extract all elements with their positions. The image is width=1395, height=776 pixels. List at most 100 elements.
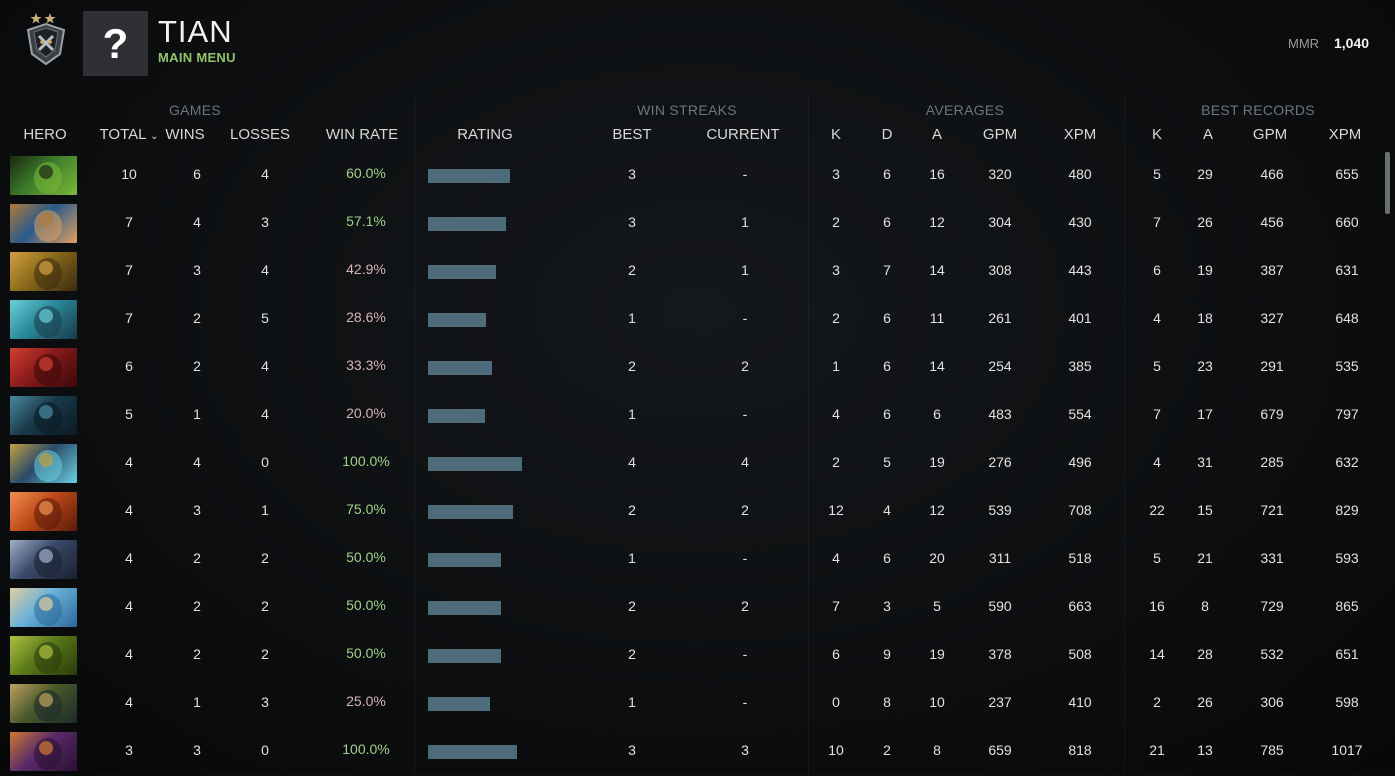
row-wins: 2 — [193, 550, 201, 566]
row-best-k: 5 — [1153, 358, 1161, 374]
row-avg-k: 6 — [832, 646, 840, 662]
row-best-streak: 2 — [628, 502, 636, 518]
rating-bar — [428, 457, 522, 471]
rank-medal-icon — [22, 10, 70, 66]
table-row[interactable]: 4 3 1 2 2 12 4 12 539 708 22 15 721 829 75.0% — [0, 488, 1380, 536]
row-win-rate: 25.0% — [346, 693, 386, 709]
row-avg-k: 3 — [832, 262, 840, 278]
row-avg-xpm: 480 — [1068, 166, 1092, 182]
row-best-streak: 2 — [628, 358, 636, 374]
row-win-rate: 42.9% — [346, 261, 386, 277]
col-wins[interactable]: WINS — [165, 126, 205, 143]
scrollbar-thumb[interactable] — [1385, 152, 1390, 214]
row-avg-d: 6 — [883, 214, 891, 230]
row-wins: 1 — [193, 694, 201, 710]
hero-portrait-icon[interactable] — [10, 204, 77, 243]
row-avg-a: 20 — [929, 550, 945, 566]
hero-portrait-icon[interactable] — [10, 252, 77, 291]
col-avg-gpm[interactable]: GPM — [982, 126, 1018, 143]
row-best-streak: 1 — [628, 406, 636, 422]
row-avg-gpm: 276 — [988, 454, 1012, 470]
row-losses: 4 — [261, 358, 269, 374]
row-win-rate: 57.1% — [346, 213, 386, 229]
col-best-xpm[interactable]: XPM — [1328, 126, 1362, 143]
rating-bar — [428, 265, 496, 279]
row-avg-gpm: 539 — [988, 502, 1012, 518]
col-avg-xpm[interactable]: XPM — [1063, 126, 1097, 143]
col-best-gpm[interactable]: GPM — [1252, 126, 1288, 143]
row-best-streak: 3 — [628, 214, 636, 230]
row-avg-k: 12 — [828, 502, 844, 518]
row-avg-gpm: 261 — [988, 310, 1012, 326]
hero-portrait-icon[interactable] — [10, 540, 77, 579]
col-hero[interactable]: HERO — [23, 126, 67, 143]
col-win-rate[interactable]: WIN RATE — [325, 126, 399, 143]
row-best-xpm: 660 — [1335, 214, 1359, 230]
rating-bar — [428, 601, 501, 615]
hero-portrait-icon[interactable] — [10, 684, 77, 723]
col-best-k[interactable]: K — [1151, 126, 1162, 143]
row-avg-xpm: 385 — [1068, 358, 1092, 374]
hero-portrait-icon[interactable] — [10, 636, 77, 675]
row-wins: 3 — [193, 742, 201, 758]
group-best-records: BEST RECORDS — [1201, 102, 1315, 118]
row-losses: 4 — [261, 406, 269, 422]
row-best-k: 6 — [1153, 262, 1161, 278]
hero-portrait-icon[interactable] — [10, 300, 77, 339]
table-row[interactable]: 4 1 3 1 - 0 8 10 237 410 2 26 306 598 25.0% — [0, 680, 1380, 728]
table-row[interactable]: 5 1 4 1 - 4 6 6 483 554 7 17 679 797 20.0% — [0, 392, 1380, 440]
row-current-streak: - — [742, 406, 748, 422]
row-avg-d: 2 — [883, 742, 891, 758]
row-losses: 5 — [261, 310, 269, 326]
col-total[interactable]: TOTAL ⌄ — [99, 126, 159, 143]
col-avg-a[interactable]: A — [931, 126, 942, 143]
row-avg-d: 6 — [883, 406, 891, 422]
table-row[interactable]: 6 2 4 2 2 1 6 14 254 385 5 23 291 535 33.3% — [0, 344, 1380, 392]
main-menu-link[interactable]: MAIN MENU — [158, 50, 236, 65]
row-avg-xpm: 430 — [1068, 214, 1092, 230]
row-best-streak: 2 — [628, 262, 636, 278]
row-best-xpm: 829 — [1335, 502, 1359, 518]
col-avg-k[interactable]: K — [830, 126, 841, 143]
row-total: 4 — [125, 454, 133, 470]
table-row[interactable]: 3 3 0 3 3 10 2 8 659 818 21 13 785 1017 100.0% — [0, 728, 1380, 776]
row-avg-gpm: 378 — [988, 646, 1012, 662]
hero-portrait-icon[interactable] — [10, 732, 77, 771]
row-avg-k: 3 — [832, 166, 840, 182]
table-row[interactable]: 7 2 5 1 - 2 6 11 261 401 4 18 327 648 28.6% — [0, 296, 1380, 344]
col-best-a[interactable]: A — [1202, 126, 1213, 143]
row-best-xpm: 593 — [1335, 550, 1359, 566]
row-win-rate: 60.0% — [346, 165, 386, 181]
col-losses[interactable]: LOSSES — [229, 126, 291, 143]
row-best-gpm: 306 — [1260, 694, 1284, 710]
table-row[interactable]: 7 3 4 2 1 3 7 14 308 443 6 19 387 631 42.9% — [0, 248, 1380, 296]
col-avg-d[interactable]: D — [881, 126, 893, 143]
table-row[interactable]: 4 2 2 2 2 7 3 5 590 663 16 8 729 865 50.0% — [0, 584, 1380, 632]
table-row[interactable]: 4 4 0 4 4 2 5 19 276 496 4 31 285 632 100.0% — [0, 440, 1380, 488]
col-current-streak[interactable]: CURRENT — [706, 126, 780, 143]
row-avg-k: 2 — [832, 310, 840, 326]
column-separator — [808, 95, 809, 774]
hero-portrait-icon[interactable] — [10, 396, 77, 435]
table-row[interactable]: 4 2 2 1-4 6 20 311 518 5 21 331 593 50.0% — [0, 536, 1380, 584]
hero-portrait-icon[interactable] — [10, 348, 77, 387]
row-avg-a: 12 — [929, 214, 945, 230]
player-avatar[interactable]: ? — [83, 11, 148, 76]
hero-portrait-icon[interactable] — [10, 492, 77, 531]
row-avg-a: 10 — [929, 694, 945, 710]
row-wins: 1 — [193, 406, 201, 422]
row-best-a: 8 — [1201, 598, 1209, 614]
row-best-a: 17 — [1197, 406, 1213, 422]
hero-portrait-icon[interactable] — [10, 444, 77, 483]
table-row[interactable]: 7 4 3 3 1 2 6 12 304 430 7 26 456 660 57.1% — [0, 200, 1380, 248]
col-best-streak[interactable]: BEST — [612, 126, 652, 143]
row-total: 6 — [125, 358, 133, 374]
row-win-rate: 75.0% — [346, 501, 386, 517]
table-row[interactable]: 10 6 4 3 - 3 6 16 320 480 5 29 466 655 60.0% — [0, 152, 1380, 200]
row-avg-gpm: 320 — [988, 166, 1012, 182]
col-rating[interactable]: RATING — [457, 126, 513, 143]
row-avg-xpm: 518 — [1068, 550, 1092, 566]
hero-portrait-icon[interactable] — [10, 156, 77, 195]
table-row[interactable]: 4 2 2 2 - 6 9 19 378 508 14 28 532 651 50.0% — [0, 632, 1380, 680]
hero-portrait-icon[interactable] — [10, 588, 77, 627]
